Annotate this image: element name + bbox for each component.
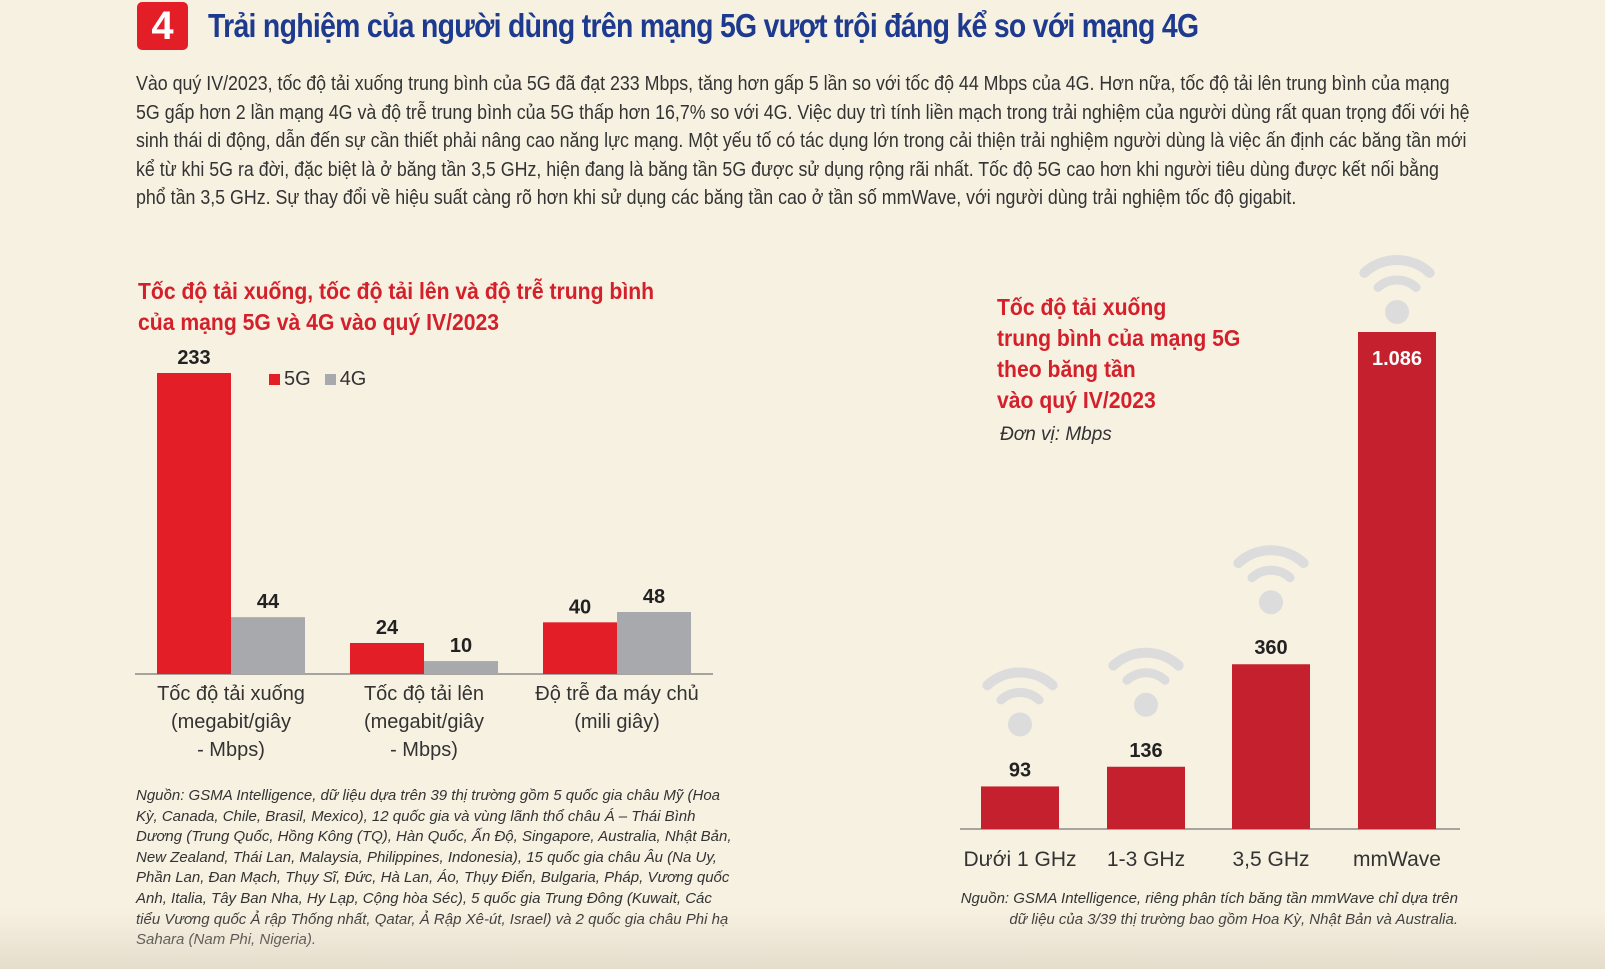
bar-5g-2 [543, 622, 617, 674]
chart1-title-line: của mạng 5G và 4G vào quý IV/2023 [138, 309, 500, 335]
band-bar-0 [981, 786, 1059, 829]
band-value-label: 93 [1009, 759, 1031, 781]
chart1-category-label: - Mbps) [197, 739, 265, 761]
band-category-label: mmWave [1353, 848, 1441, 871]
legend-swatch-4g [324, 374, 336, 385]
band-category-label: 3,5 GHz [1232, 848, 1309, 871]
intro-paragraph: Vào quý IV/2023, tốc độ tải xuống trung … [136, 73, 1470, 209]
wifi-arc [982, 667, 1058, 691]
section-header: 4 Trải nghiệm của người dùng trên mạng 5… [137, 2, 1360, 50]
chart1-category-label: Tốc độ tải xuống [157, 683, 305, 705]
wifi-arc [1373, 275, 1421, 292]
wifi-icon [982, 667, 1058, 737]
bar-5g-0 [157, 373, 231, 674]
wifi-arc [1122, 668, 1170, 685]
band-value-label: 136 [1129, 740, 1162, 762]
wifi-dot [1259, 590, 1283, 615]
chart1-category-label: - Mbps) [390, 739, 458, 761]
section-heading: Trải nghiệm của người dùng trên mạng 5G … [208, 7, 1199, 44]
chart1-category-label: (mili giây) [574, 711, 660, 733]
legend-item-4g: 4G [324, 368, 367, 391]
bar-value-label: 10 [450, 635, 472, 657]
chart1-legend: 5G 4G [269, 368, 380, 391]
wifi-arc [1359, 255, 1435, 278]
wifi-dot [1385, 300, 1409, 324]
wifi-dot [1008, 712, 1032, 737]
legend-swatch-5g [269, 374, 280, 385]
band-bar-2 [1232, 664, 1310, 829]
wifi-arc [1247, 565, 1295, 583]
wifi-arc [1233, 545, 1309, 569]
wifi-dot [1134, 692, 1158, 717]
bar-4g-1 [424, 661, 498, 674]
bar-5g-1 [350, 642, 424, 674]
chart1-title: Tốc độ tải xuống, tốc độ tải lên và độ t… [138, 276, 654, 338]
bar-4g-0 [231, 617, 305, 674]
legend-item-5g: 5G [269, 368, 311, 391]
bar-value-label: 233 [177, 347, 210, 369]
band-bar-3 [1358, 332, 1436, 829]
chart2-title-line: vào quý IV/2023 [997, 387, 1156, 413]
chart1-category-label: Tốc độ tải lên [364, 683, 484, 705]
band-category-label: Dưới 1 GHz [963, 848, 1076, 871]
chart1-category-label: (megabit/giây [364, 711, 484, 733]
band-value-label: 1.086 [1372, 348, 1422, 370]
bar-4g-2 [617, 611, 691, 674]
section-number-badge: 4 [137, 2, 188, 50]
wifi-arc [996, 687, 1044, 705]
wifi-icon [1359, 255, 1435, 324]
bottom-shadow [0, 909, 1605, 969]
legend-label-4g: 4G [339, 368, 367, 390]
band-bar-1 [1107, 766, 1185, 829]
chart2-title-line: trung bình của mạng 5G [997, 325, 1241, 351]
legend-label-5g: 5G [284, 368, 311, 390]
wifi-arc [1108, 647, 1184, 671]
wifi-icon [1233, 545, 1309, 615]
wifi-icon [1108, 647, 1184, 717]
chart2-title: Tốc độ tải xuống trung bình của mạng 5G … [997, 292, 1240, 416]
chart2-title-line: theo băng tần [997, 356, 1136, 382]
bar-value-label: 40 [569, 596, 591, 618]
chart1-title-line: Tốc độ tải xuống, tốc độ tải lên và độ t… [138, 278, 655, 304]
band-value-label: 360 [1254, 637, 1287, 659]
chart1-category-label: Độ trễ đa máy chủ [535, 682, 698, 705]
chart2-title-line: Tốc độ tải xuống [997, 294, 1167, 320]
bar-value-label: 48 [643, 586, 665, 608]
bar-value-label: 24 [376, 617, 399, 639]
chart1-category-label: (megabit/giây [171, 711, 291, 733]
bar-value-label: 44 [257, 591, 280, 613]
chart2-unit: Đơn vị: Mbps [1000, 424, 1112, 445]
band-category-label: 1-3 GHz [1107, 848, 1185, 871]
